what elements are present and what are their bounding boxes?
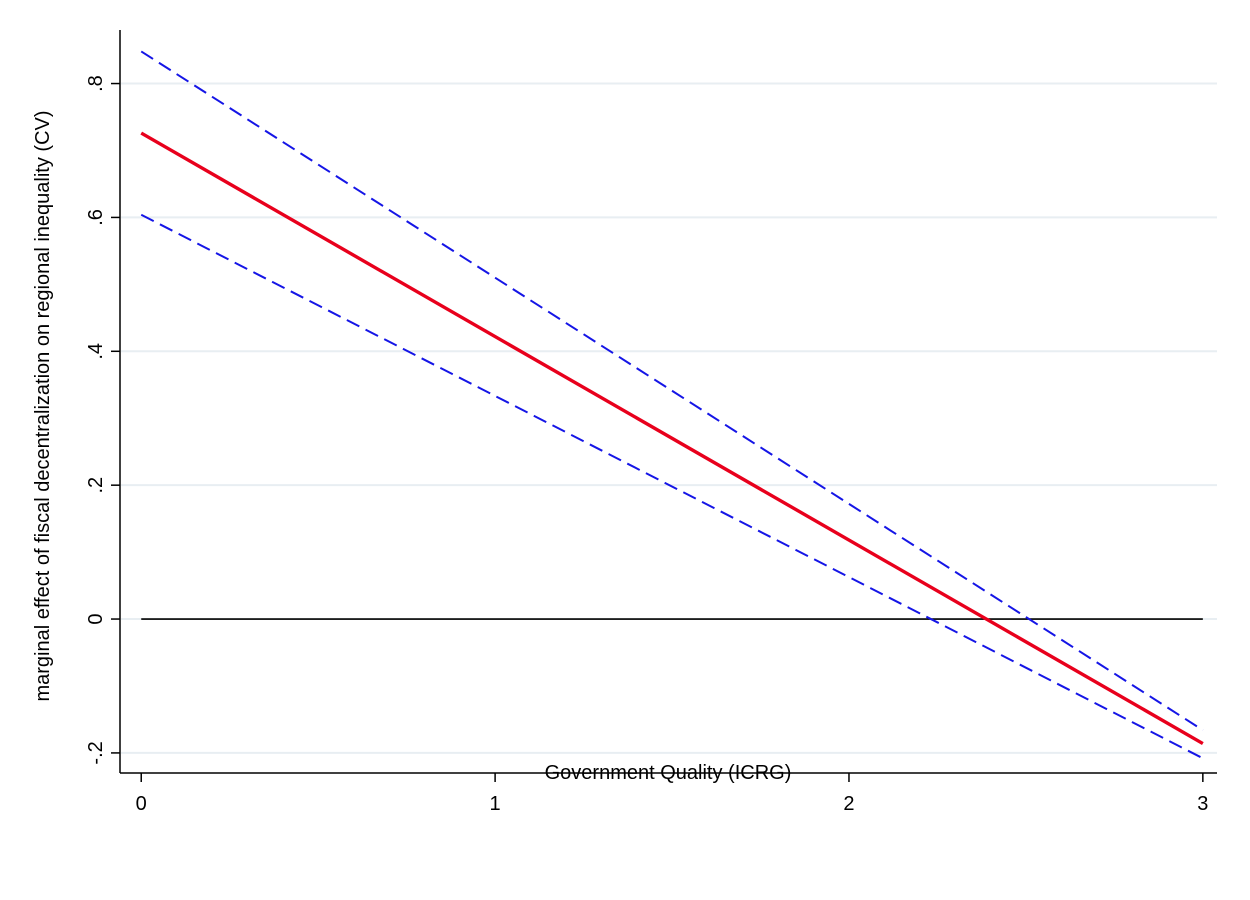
axes <box>111 30 1217 782</box>
y-tick-label-3: .4 <box>85 343 107 360</box>
y-tick-label-4: .6 <box>85 209 107 226</box>
estimate-line <box>140 131 1204 746</box>
y-tick-label-2: .2 <box>85 477 107 494</box>
x-tick-label-2: 2 <box>843 793 854 815</box>
lower-ci-line <box>140 213 1204 760</box>
upper-ci-line <box>140 50 1204 732</box>
x-tick-label-3: 3 <box>1197 793 1208 815</box>
x-tick-label-1: 1 <box>490 793 501 815</box>
y-tick-label-0: -.2 <box>85 741 107 764</box>
tick-labels: -.2 0 .2 .4 .6 .8 0 1 2 3 <box>85 75 1208 815</box>
gridlines <box>121 82 1217 754</box>
y-axis-title: marginal effect of fiscal decentralizati… <box>32 110 54 701</box>
y-tick-label-1: 0 <box>85 613 107 624</box>
x-tick-label-0: 0 <box>136 793 147 815</box>
x-axis-title: Government Quality (ICRG) <box>545 762 792 784</box>
series-lines <box>140 50 1204 760</box>
y-tick-label-5: .8 <box>85 75 107 92</box>
